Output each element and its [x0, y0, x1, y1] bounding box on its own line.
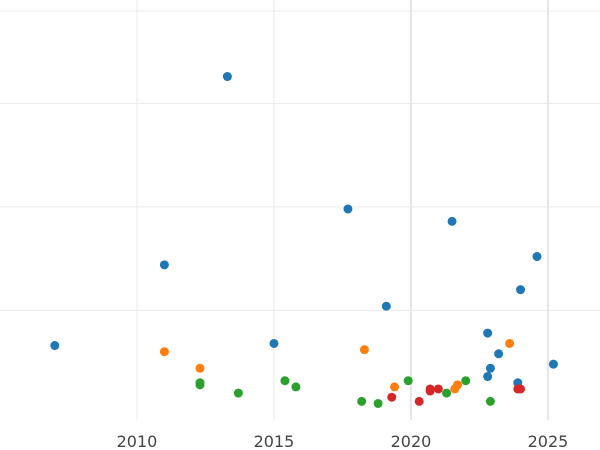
x-tick-label: 2020: [391, 432, 432, 450]
data-point: [280, 376, 290, 386]
data-point: [433, 384, 443, 394]
data-point: [50, 341, 60, 351]
data-point: [195, 380, 205, 390]
data-point: [485, 396, 495, 406]
data-point: [414, 396, 424, 406]
data-point: [494, 349, 504, 359]
data-point: [548, 359, 558, 369]
data-point: [195, 363, 205, 373]
data-point: [159, 347, 169, 357]
data-point: [447, 216, 457, 226]
data-point: [532, 252, 542, 262]
data-point: [485, 363, 495, 373]
data-point: [269, 338, 279, 348]
points-layer: [50, 72, 558, 408]
data-point: [233, 388, 243, 398]
data-point: [425, 384, 435, 394]
data-point: [291, 382, 301, 392]
data-point: [461, 376, 471, 386]
data-point: [453, 380, 463, 390]
data-point: [357, 396, 367, 406]
data-point: [387, 392, 397, 402]
data-point: [442, 388, 452, 398]
data-point: [483, 328, 493, 338]
data-point: [516, 285, 526, 295]
x-tick-label: 2025: [528, 432, 569, 450]
grid-layer: [0, 0, 600, 420]
x-tick-labels: 2010 2015 2020 2025: [117, 432, 569, 450]
data-point: [516, 384, 526, 394]
data-point: [343, 204, 353, 214]
data-point: [373, 398, 383, 408]
data-point: [505, 338, 515, 348]
data-point: [390, 382, 400, 392]
x-tick-label: 2010: [117, 432, 158, 450]
data-point: [483, 372, 493, 382]
data-point: [381, 301, 391, 311]
x-tick-label: 2015: [254, 432, 295, 450]
data-point: [359, 345, 369, 355]
data-point: [159, 260, 169, 270]
data-point: [222, 72, 232, 82]
data-point: [403, 376, 413, 386]
